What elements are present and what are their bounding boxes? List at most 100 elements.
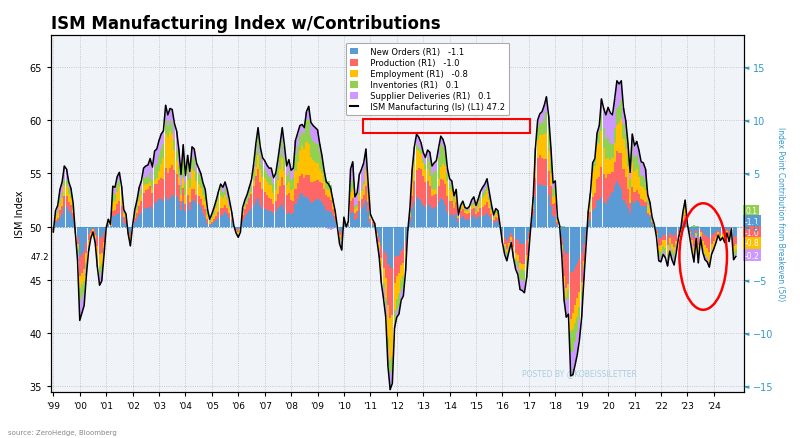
Bar (112, 187, 114, 194)
Bar (277, 168, 279, 181)
Bar (362, 163, 365, 183)
Bar (482, 216, 484, 227)
Bar (398, 257, 400, 273)
Bar (226, 215, 228, 227)
Bar (462, 209, 464, 217)
Bar (414, 181, 415, 202)
Bar (671, 235, 673, 244)
Bar (495, 209, 497, 210)
Bar (112, 216, 114, 227)
Bar (486, 186, 488, 191)
Bar (508, 244, 510, 247)
Bar (675, 244, 678, 248)
Bar (151, 209, 154, 227)
Bar (264, 179, 266, 192)
Bar (166, 127, 169, 138)
Bar (370, 223, 371, 227)
Bar (415, 150, 418, 170)
Bar (250, 195, 253, 210)
Bar (292, 169, 294, 179)
Bar (433, 173, 435, 190)
Bar (470, 217, 473, 227)
Bar (166, 138, 169, 173)
Bar (464, 208, 466, 210)
Bar (356, 193, 358, 204)
Bar (266, 182, 268, 196)
Bar (426, 206, 429, 227)
Bar (396, 311, 398, 318)
Bar (546, 98, 547, 113)
Bar (387, 339, 389, 350)
Bar (449, 202, 450, 215)
Bar (566, 297, 567, 300)
Bar (398, 273, 400, 293)
Bar (306, 142, 307, 175)
Bar (314, 162, 316, 182)
Bar (136, 219, 138, 227)
Bar (294, 141, 297, 155)
Bar (151, 190, 154, 193)
Bar (127, 230, 129, 231)
Bar (631, 146, 634, 162)
Bar (290, 215, 292, 227)
Bar (134, 213, 136, 217)
Bar (502, 227, 503, 233)
Bar (431, 166, 433, 175)
Bar (279, 144, 281, 155)
Bar (338, 227, 341, 231)
Bar (59, 190, 61, 200)
Bar (156, 202, 158, 227)
Bar (262, 158, 263, 166)
Bar (264, 170, 266, 179)
Bar (365, 168, 367, 171)
Bar (497, 215, 499, 219)
Bar (314, 182, 316, 201)
Bar (327, 191, 330, 198)
Bar (70, 205, 72, 214)
Bar (554, 196, 556, 204)
Bar (266, 166, 268, 174)
Bar (411, 170, 413, 179)
Bar (546, 134, 547, 160)
Bar (378, 250, 380, 257)
Bar (310, 123, 312, 138)
Bar (405, 266, 406, 272)
Bar (468, 219, 470, 227)
Bar (733, 247, 734, 252)
Bar (244, 218, 246, 227)
Bar (317, 145, 318, 163)
Bar (470, 210, 473, 217)
Bar (526, 240, 528, 255)
Bar (398, 227, 400, 257)
Bar (283, 171, 286, 186)
Bar (618, 153, 620, 186)
Bar (134, 210, 136, 213)
Bar (130, 245, 131, 246)
Bar (290, 191, 292, 201)
Bar (664, 253, 666, 258)
Bar (352, 162, 354, 180)
Bar (318, 201, 321, 227)
Bar (528, 227, 530, 233)
Bar (466, 209, 468, 211)
Bar (268, 212, 270, 227)
Bar (572, 351, 574, 375)
Bar (125, 218, 127, 220)
Bar (343, 223, 345, 225)
Bar (574, 227, 576, 268)
Bar (666, 245, 669, 254)
Text: ◄: ◄ (744, 277, 749, 283)
Bar (259, 155, 262, 170)
Bar (682, 223, 684, 227)
Bar (578, 292, 581, 307)
Bar (118, 173, 120, 181)
Bar (391, 371, 394, 383)
Bar (371, 223, 374, 225)
Bar (235, 232, 237, 233)
Bar (211, 219, 213, 222)
Bar (352, 212, 354, 227)
Bar (350, 184, 351, 192)
Bar (380, 270, 382, 272)
Bar (576, 298, 578, 317)
Bar (689, 233, 690, 234)
